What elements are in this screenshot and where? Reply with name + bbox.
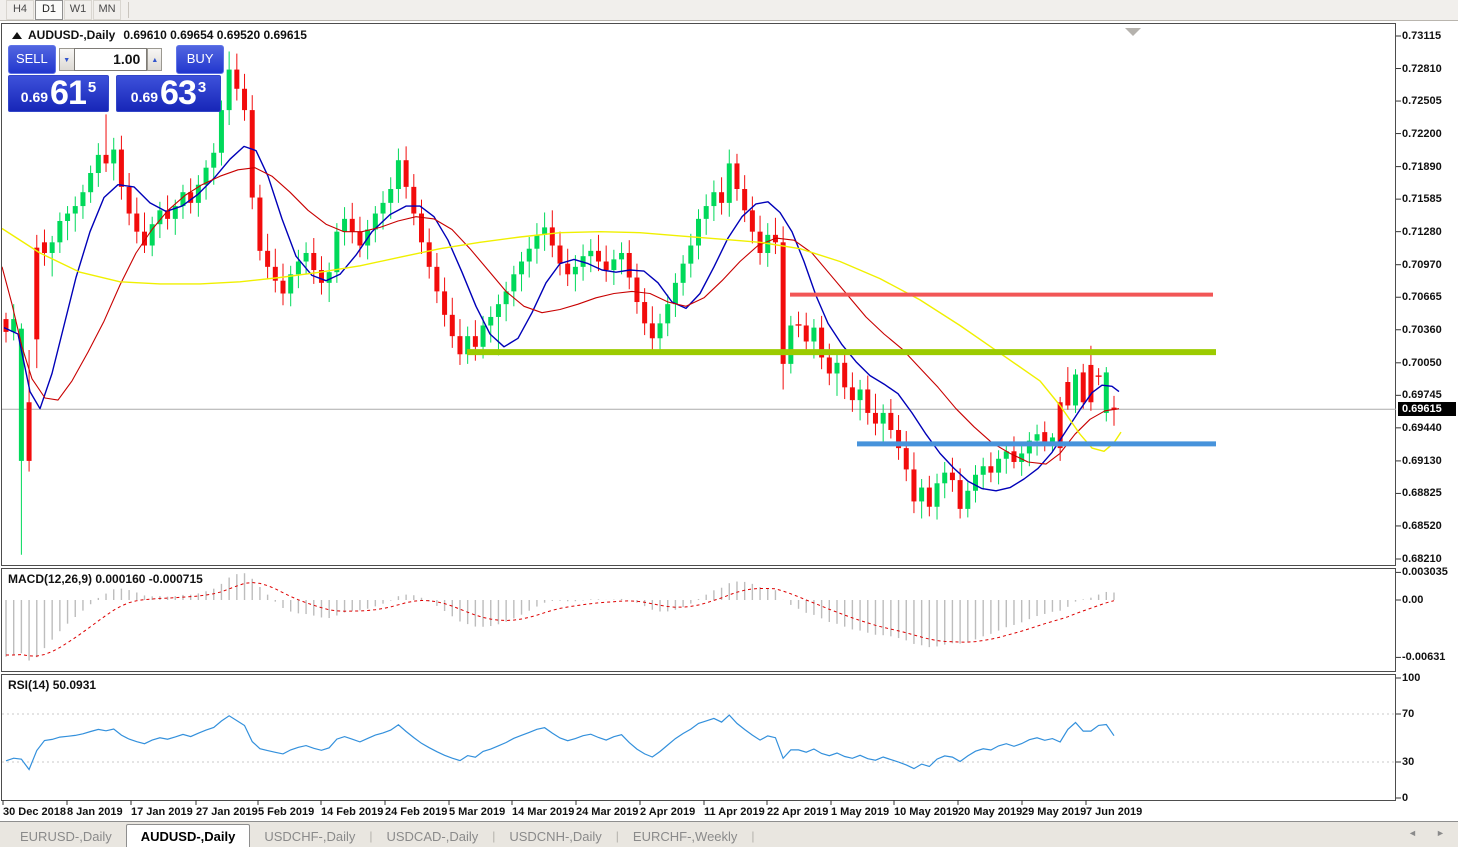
sell-price-panel[interactable]: 0.69 61 5 — [8, 75, 109, 112]
buy-price-big: 63 — [160, 74, 197, 112]
date-tick-label: 2 Apr 2019 — [640, 806, 696, 818]
price-tick-label: 0.70665 — [1402, 291, 1442, 304]
date-tick-label: 29 May 2019 — [1022, 806, 1087, 818]
date-tick-label: 24 Mar 2019 — [576, 806, 639, 818]
buy-price-prefix: 0.69 — [130, 89, 159, 105]
price-tick-label: 0.69440 — [1402, 421, 1442, 434]
price-tick-label: 0.72505 — [1402, 95, 1442, 108]
price-tick-label: 0.73115 — [1402, 30, 1442, 42]
date-tick-label: 22 Apr 2019 — [767, 806, 829, 818]
buy-button[interactable]: BUY — [176, 44, 225, 74]
sell-price-prefix: 0.69 — [20, 89, 49, 105]
date-tick-label: 20 May 2019 — [958, 806, 1023, 818]
rsi-pane[interactable] — [1, 674, 1396, 801]
price-tick-label: 0.68825 — [1402, 487, 1442, 500]
date-tick-label: 5 Feb 2019 — [258, 806, 315, 818]
rsi-tick-label: 100 — [1402, 672, 1421, 684]
date-tick-label: 24 Feb 2019 — [385, 806, 448, 818]
volume-input[interactable]: 1.00 — [73, 47, 148, 71]
price-tick-label: 0.70970 — [1402, 258, 1442, 271]
tab-separator: | — [492, 829, 496, 843]
chart-shift-marker-icon[interactable] — [1125, 28, 1141, 36]
date-tick-label: 7 Jun 2019 — [1086, 806, 1143, 818]
macd-tick-label: 0.003035 — [1402, 566, 1448, 579]
rsi-indicator-label: RSI(14) 50.0931 — [8, 678, 97, 692]
date-tick-label: 8 Jan 2019 — [67, 806, 123, 818]
toolbar-separator — [128, 2, 129, 18]
tab-separator: | — [751, 829, 755, 843]
chart-tabs-bar: EURUSD-,Daily AUDUSD-,Daily USDCHF-,Dail… — [0, 821, 1458, 847]
volume-down-button[interactable]: ▼ — [58, 47, 74, 71]
date-tick-label: 11 Apr 2019 — [704, 806, 765, 818]
timeframe-mn-button[interactable]: MN — [93, 0, 121, 20]
tab-usdchf-daily[interactable]: USDCHF-,Daily — [264, 829, 356, 844]
rsi-tick-label: 0 — [1402, 792, 1409, 804]
buy-price-panel[interactable]: 0.69 63 3 — [116, 75, 221, 112]
tab-eurchf-weekly[interactable]: EURCHF-,Weekly — [632, 829, 738, 844]
macd-indicator-label: MACD(12,26,9) 0.000160 -0.000715 — [8, 572, 203, 586]
macd-tick-label: 0.00 — [1402, 594, 1424, 606]
price-tick-label: 0.72200 — [1402, 127, 1442, 140]
price-tick-label: 0.69745 — [1402, 389, 1442, 402]
date-tick-label: 5 Mar 2019 — [449, 806, 506, 818]
date-tick-label: 17 Jan 2019 — [131, 806, 193, 818]
macd-tick-label: -0.00631 — [1402, 651, 1446, 664]
price-tick-label: 0.68520 — [1402, 519, 1442, 532]
price-tick-label: 0.70360 — [1402, 323, 1442, 336]
date-tick-label: 10 May 2019 — [894, 806, 959, 818]
tab-usdcad-daily[interactable]: USDCAD-,Daily — [386, 829, 479, 844]
tab-audusd-daily[interactable]: AUDUSD-,Daily — [125, 824, 251, 847]
rsi-tick-label: 70 — [1402, 708, 1415, 720]
sell-price-big: 61 — [50, 74, 87, 112]
macd-pane[interactable] — [1, 568, 1396, 672]
sell-price-pipette: 5 — [87, 79, 97, 96]
price-tick-label: 0.69130 — [1402, 454, 1442, 467]
date-tick-label: 27 Jan 2019 — [196, 806, 258, 818]
tab-eurusd-daily[interactable]: EURUSD-,Daily — [20, 829, 112, 844]
rsi-tick-label: 30 — [1402, 756, 1415, 768]
price-tick-label: 0.71280 — [1402, 225, 1442, 238]
buy-price-pipette: 3 — [197, 79, 207, 96]
current-price-tag: 0.69615 — [1398, 402, 1456, 417]
timeframe-h4-button[interactable]: H4 — [6, 0, 34, 20]
tab-separator: | — [369, 829, 373, 843]
chart-title: AUDUSD-,Daily 0.69610 0.69654 0.69520 0.6… — [12, 28, 307, 42]
chart-symbol-label: AUDUSD-,Daily — [28, 28, 116, 42]
date-tick-label: 1 May 2019 — [831, 806, 890, 818]
volume-up-button[interactable]: ▲ — [147, 47, 163, 71]
price-tick-label: 0.71585 — [1402, 193, 1442, 206]
price-tick-label: 0.71890 — [1402, 160, 1442, 173]
tab-scroll-right-icon[interactable]: ► — [1436, 828, 1445, 838]
timeframe-w1-button[interactable]: W1 — [64, 0, 92, 20]
chart-ohlc-quote: 0.69610 0.69654 0.69520 0.69615 — [123, 28, 307, 42]
symbol-arrow-icon — [12, 32, 22, 39]
price-tick-label: 0.70050 — [1402, 356, 1442, 369]
date-tick-label: 14 Feb 2019 — [321, 806, 384, 818]
one-click-trading-panel: SELL ▼ 1.00 ▲ BUY 0.69 61 5 0.69 63 3 — [8, 44, 225, 112]
timeframe-d1-button[interactable]: D1 — [35, 0, 63, 20]
tab-separator: | — [615, 829, 619, 843]
tab-scroll-left-icon[interactable]: ◄ — [1408, 828, 1417, 838]
date-tick-label: 14 Mar 2019 — [512, 806, 575, 818]
timeframe-toolbar: H4 D1 W1 MN — [0, 0, 1458, 21]
tab-usdcnh-daily[interactable]: USDCNH-,Daily — [509, 829, 602, 844]
date-tick-label: 30 Dec 2018 — [3, 806, 66, 818]
sell-button[interactable]: SELL — [8, 44, 56, 74]
price-tick-label: 0.72810 — [1402, 62, 1442, 75]
price-tick-label: 0.68210 — [1402, 553, 1442, 565]
